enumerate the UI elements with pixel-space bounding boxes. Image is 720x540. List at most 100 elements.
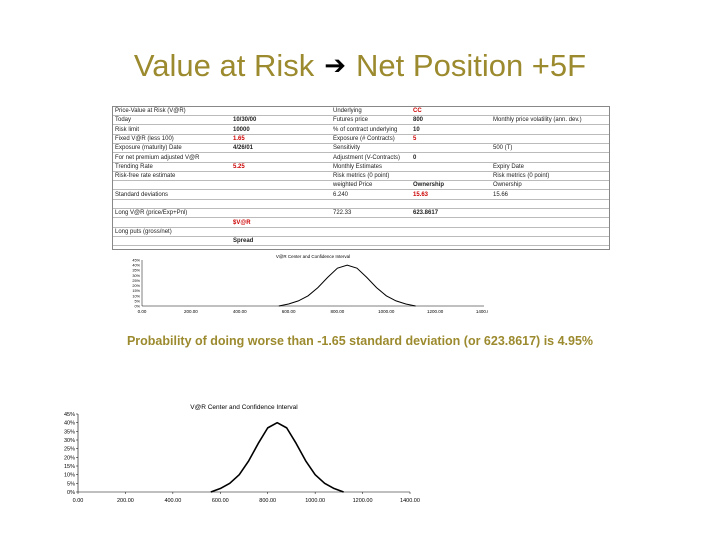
sheet-cell: CC [413, 108, 422, 114]
y-tick-label: 45% [64, 412, 75, 418]
thumb-y-tick-label: 0% [135, 305, 141, 309]
sheet-row: Trending Rate 5.25 Monthly Estimates Expiry… [113, 163, 609, 172]
y-tick-label: 5% [67, 481, 75, 487]
var-distribution-chart: V@R Center and Confidence Interval 0% 5% 10… [64, 404, 420, 504]
sheet-cell: Price-Value at Risk (V@R) [115, 108, 186, 114]
sheet-cell: Long V@R (price/Exp+Pnl) [115, 210, 188, 217]
x-tick-label: 1000.00 [305, 498, 325, 504]
sheet-cell: Monthly Estimates [333, 163, 383, 170]
thumb-x-tick-label: 1200.00 [427, 309, 444, 314]
sheet-cell: 500 (T) [493, 145, 513, 152]
thumb-y-tick-label: 5% [135, 299, 141, 303]
sheet-row: Exposure (maturity) Date 4/26/01 Sensitivi… [113, 144, 609, 154]
sheet-cell: Monthly price volatility (ann. dev.) [493, 117, 582, 124]
sheet-cell: Sensitivity [333, 145, 361, 152]
sheet-cell: Exposure (maturity) Date [115, 145, 182, 152]
sheet-cell: Risk limit [115, 126, 139, 133]
sheet-cell: Risk metrics (0 point) [333, 173, 390, 180]
sheet-cell: Fixed V@R (less 100) [115, 135, 174, 142]
sheet-cell: Expiry Date [493, 163, 525, 170]
sheet-cell: $V@R [233, 219, 251, 226]
sheet-cell: 623.8617 [413, 210, 439, 217]
sheet-cell: Spread [233, 238, 254, 245]
sheet-row: Risk-free rate estimate Risk metrics (0 p… [113, 172, 609, 182]
sheet-row: weighted Price Ownership Ownership [113, 181, 609, 191]
sheet-cell: For net premium adjusted V@R [115, 154, 200, 161]
sheet-row: Fixed V@R (less 100) 1.65 Exposure (# Cont… [113, 135, 609, 144]
title-left: Value at Risk [133, 48, 315, 83]
thumb-y-tick-label: 30% [132, 274, 140, 278]
sheet-cell: 4/26/01 [233, 145, 254, 152]
sheet-cell: 0 [413, 154, 417, 161]
sheet-cell: Trending Rate [115, 163, 153, 170]
thumb-title: V@R Center and Confidence Interval [276, 254, 350, 259]
thumb-y-tick-label: 40% [132, 264, 140, 268]
sheet-cell: Futures price [333, 117, 369, 124]
thumb-y-tick-label: 15% [132, 289, 140, 293]
thumb-x-tick-label: 600.00 [282, 309, 296, 314]
sheet-cell: Adjustment (V-Contracts) [333, 154, 401, 161]
y-tick-label: 25% [64, 447, 75, 453]
sheet-cell: Risk-free rate estimate [115, 173, 176, 180]
sheet-row: Risk limit 10000 % of contract underlying 1… [113, 126, 609, 135]
thumb-x-tick-label: 1400.00 [476, 309, 488, 314]
y-tick-label: 40% [64, 421, 75, 427]
x-tick-label: 200.00 [117, 498, 134, 504]
sheet-cell: 15.66 [493, 191, 509, 198]
x-tick-label: 1400.00 [400, 498, 420, 504]
sheet-row: Standard deviations 6.240 15.63 15.66 [113, 191, 609, 200]
sheet-cell: 800 [413, 117, 424, 124]
y-tick-label: 15% [64, 464, 75, 470]
thumb-series-line [278, 264, 416, 307]
x-tick-label: 0.00 [73, 498, 84, 504]
probability-caption: Probability of doing worse than -1.65 st… [126, 334, 594, 348]
sheet-row: Long puts (gross/net) [113, 228, 609, 237]
sheet-cell: Exposure (# Contracts) [333, 135, 395, 142]
sheet-cell: Ownership [413, 182, 445, 189]
y-tick-label: 0% [67, 490, 75, 496]
sheet-cell: Ownership [493, 182, 522, 189]
sheet-row: For net premium adjusted V@R Adjustment (… [113, 154, 609, 163]
title-right: Net Position +5F [356, 48, 587, 83]
sheet-cell: 5 [413, 135, 417, 142]
sheet-cell: Standard deviations [115, 191, 169, 198]
sheet-cell: Risk metrics (0 point) [493, 173, 550, 180]
sheet-row: Spread [113, 237, 609, 247]
x-tick-label: 1200.00 [353, 498, 373, 504]
y-tick-label: 35% [64, 429, 75, 435]
y-tick-label: 10% [64, 473, 75, 479]
thumb-y-tick-label: 25% [132, 279, 140, 283]
slide-title: Value at Risk ➔ Net Position +5F [0, 48, 720, 84]
sheet-cell: Underlying [333, 108, 362, 114]
thumb-x-tick-label: 200.00 [184, 309, 198, 314]
y-tick-label: 30% [64, 438, 75, 444]
thumb-x-tick-label: 400.00 [233, 309, 247, 314]
thumb-x-tick-label: 0.00 [138, 309, 147, 314]
sheet-row: $V@R [113, 219, 609, 228]
sheet-cell: Today [115, 117, 132, 124]
thumb-x-tick-label: 1000.00 [378, 309, 395, 314]
thumb-y-tick-label: 20% [132, 284, 140, 288]
right-arrow-icon: ➔ [324, 50, 347, 80]
sheet-cell: 15.63 [413, 191, 429, 198]
thumb-y-tick-label: 35% [132, 269, 140, 273]
thumb-y-tick-label: 45% [132, 259, 140, 263]
sheet-cell: 10 [413, 126, 420, 133]
sheet-cell: weighted Price [333, 182, 373, 189]
sheet-cell: 722.33 [333, 210, 352, 217]
sheet-cell: 1.65 [233, 135, 245, 142]
sheet-row: Long V@R (price/Exp+Pnl) 722.33 623.8617 [113, 209, 609, 219]
sheet-cell: 10000 [233, 126, 250, 133]
spreadsheet-screenshot: Price-Value at Risk (V@R) Underlying CC Tod… [112, 106, 610, 250]
sheet-cell: 5.25 [233, 163, 245, 170]
y-tick-label: 20% [64, 455, 75, 461]
series-line [210, 421, 344, 493]
sheet-cell: % of contract underlying [333, 126, 398, 133]
x-tick-label: 400.00 [164, 498, 181, 504]
x-tick-label: 600.00 [212, 498, 229, 504]
x-tick-label: 800.00 [259, 498, 276, 504]
sheet-cell: Long puts (gross/net) [115, 228, 172, 235]
chart-title: V@R Center and Confidence Interval [190, 404, 298, 411]
thumb-x-tick-label: 800.00 [331, 309, 345, 314]
sheet-row: Today 10/30/00 Futures price 800 Monthly pri… [113, 116, 609, 126]
